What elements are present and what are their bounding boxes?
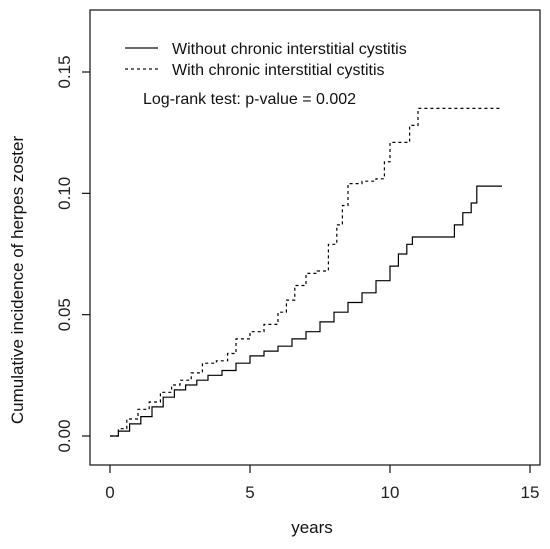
x-tick-label: 15	[521, 483, 540, 502]
series-lines	[110, 107, 502, 437]
legend-label-with: With chronic interstitial cystitis	[172, 62, 385, 79]
y-tick-label: 0.10	[55, 177, 74, 210]
log-rank-annotation: Log-rank test: p-value = 0.002	[143, 91, 356, 108]
x-tick-label: 5	[245, 483, 254, 502]
x-tick-label: 10	[381, 483, 400, 502]
x-axis: 0 5 10 15	[105, 465, 539, 502]
series-line-1	[110, 107, 502, 437]
y-axis-label: Cumulative incidence of herpes zoster	[8, 136, 27, 425]
y-axis: 0.00 0.05 0.10 0.15	[55, 55, 90, 453]
legend: Without chronic interstitial cystitis Wi…	[125, 41, 407, 79]
y-tick-label: 0.05	[55, 298, 74, 331]
y-tick-label: 0.00	[55, 419, 74, 452]
plot-frame	[89, 9, 541, 466]
legend-label-without: Without chronic interstitial cystitis	[172, 41, 407, 58]
x-tick-label: 0	[105, 483, 114, 502]
y-tick-label: 0.15	[55, 55, 74, 88]
series-line-0	[110, 185, 502, 437]
x-axis-label: years	[291, 518, 333, 537]
